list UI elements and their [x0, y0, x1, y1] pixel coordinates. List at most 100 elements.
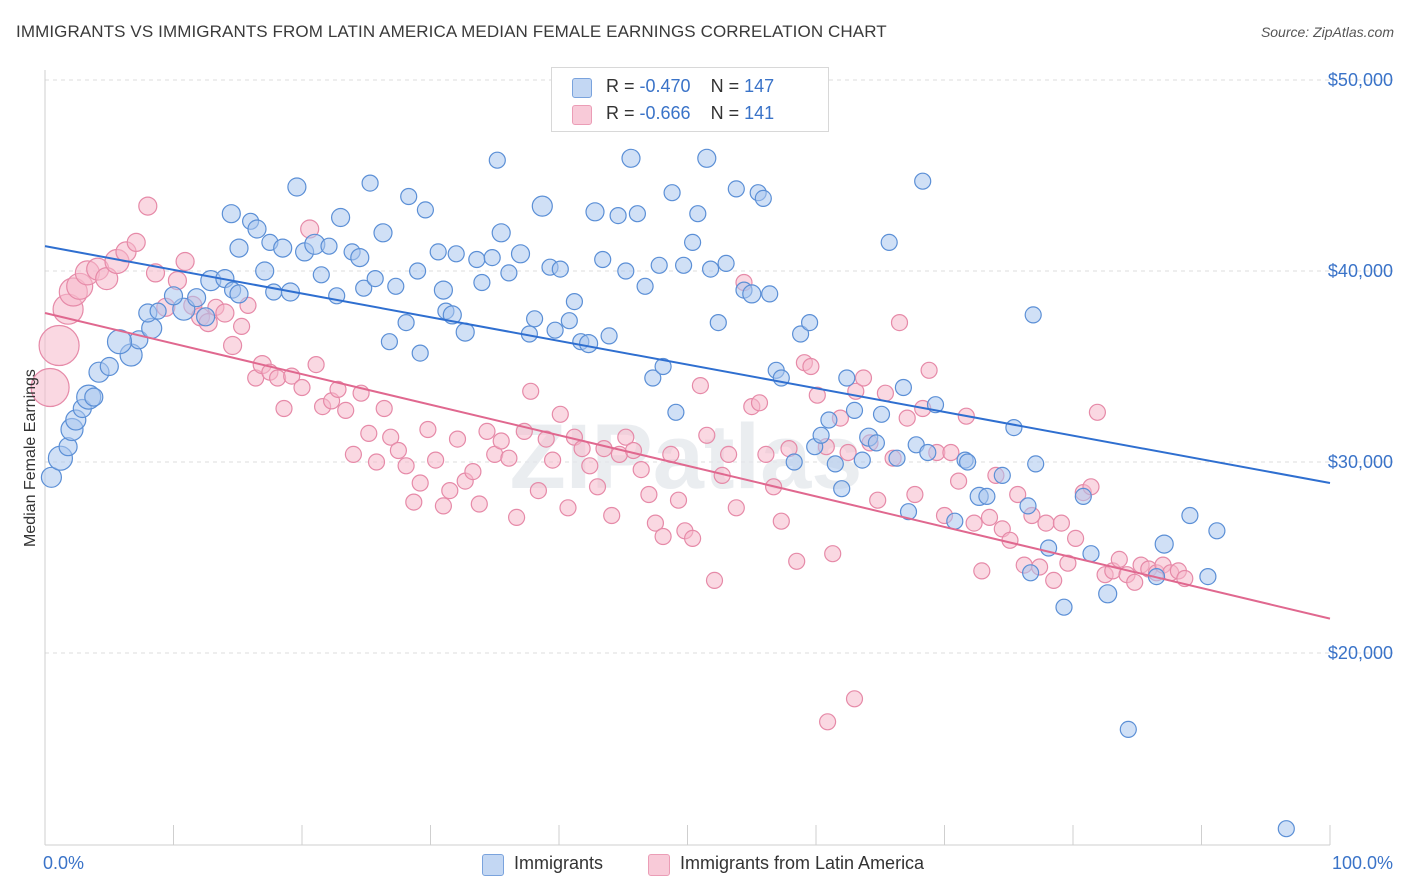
latin-america-point [307, 356, 325, 374]
immigrants-point [400, 187, 418, 206]
immigrants-point [287, 177, 307, 197]
immigrants-point [617, 262, 635, 280]
latin-america-point [808, 386, 826, 404]
immigrants-point [683, 233, 702, 251]
immigrants-point [361, 174, 379, 192]
immigrants-point [845, 401, 864, 419]
immigrants-point [429, 243, 447, 261]
immigrants-point [644, 369, 662, 387]
immigrants-point [106, 329, 133, 355]
immigrants-point [149, 302, 167, 320]
immigrants-point [919, 443, 937, 462]
latin-america-point [478, 422, 496, 440]
latin-america-point [890, 314, 909, 332]
x-tick-label: 0.0% [43, 853, 84, 873]
axis-layer [44, 70, 1331, 846]
latin-america-point [581, 457, 599, 475]
immigrants-trend-line [44, 245, 1331, 484]
latin-america-point [397, 457, 415, 475]
immigrants-point [1082, 545, 1100, 563]
latin-america-point [1045, 571, 1063, 590]
immigrants-point [163, 286, 184, 306]
legend-n-label: N = [710, 76, 740, 96]
immigrants-point [387, 277, 405, 295]
immigrants-point [754, 189, 772, 207]
immigrants-point [578, 334, 599, 354]
latin-america-point [669, 491, 688, 509]
immigrants-point [791, 325, 810, 343]
immigrants-point [565, 293, 584, 311]
x-tick-labels: 0.0% 100.0% [43, 853, 1393, 873]
correlation-legend: R = -0.470 N = 147 R = -0.666 N = 141 [551, 67, 829, 132]
latin-america-point [1066, 529, 1085, 548]
immigrants-point [1021, 564, 1040, 582]
latin-america-point [920, 361, 938, 379]
immigrants-point [800, 314, 819, 332]
immigrants-point [654, 357, 672, 376]
latin-america-point [492, 432, 510, 450]
immigrants-point [187, 288, 207, 308]
latin-america-point [1110, 550, 1128, 569]
legend-n-value: 141 [744, 103, 775, 123]
immigrants-point [468, 250, 486, 269]
latin-america-point [603, 506, 621, 525]
latin-america-point [419, 420, 437, 439]
immigrants-point [1055, 598, 1073, 616]
latin-america-point [30, 367, 70, 408]
y-tick-label: $40,000 [1328, 261, 1393, 281]
latin-america-point [588, 478, 607, 496]
latin-america-point [1126, 573, 1144, 591]
latin-america-point [869, 491, 887, 509]
immigrants-point [628, 205, 647, 223]
immigrants-point [899, 503, 918, 521]
immigrants-point [355, 279, 373, 297]
latin-america-point [411, 474, 429, 492]
latin-america-point [233, 317, 251, 335]
chart-title: IMMIGRANTS VS IMMIGRANTS FROM LATIN AMER… [16, 22, 887, 41]
y-axis-label: Median Female Earnings [22, 369, 39, 547]
latin-america-trend-line [44, 312, 1331, 620]
immigrants-point [1277, 820, 1295, 838]
latin-america-point [145, 263, 166, 283]
source-label: Source: ZipAtlas.com [1260, 24, 1394, 40]
latin-america-point [543, 451, 562, 469]
latin-america-point [389, 441, 407, 460]
legend-r-label: R = [606, 103, 635, 123]
immigrants-point [820, 411, 838, 429]
latin-america-point [427, 451, 445, 469]
latin-america-point [617, 428, 635, 446]
immigrants-point [531, 195, 553, 217]
immigrants-point [761, 285, 779, 303]
immigrants-point [946, 512, 964, 530]
latin-america-point [1037, 514, 1055, 532]
latin-america-point [329, 380, 347, 398]
immigrants-point [888, 449, 906, 467]
latin-america-point [691, 377, 710, 395]
latin-america-point [522, 382, 540, 400]
immigrants-point [510, 244, 531, 264]
latin-america-point [719, 445, 738, 463]
immigrants-point [838, 369, 856, 387]
latin-america-point [876, 384, 895, 402]
immigrants-point [1027, 455, 1045, 473]
latin-america-point [802, 357, 820, 376]
latin-america-point [223, 335, 243, 356]
latin-america-point [624, 441, 643, 460]
latin-america-point [898, 409, 916, 427]
immigrants-point [667, 403, 685, 421]
latin-america-point [1052, 514, 1071, 532]
latin-america-point [854, 369, 873, 387]
immigrants-point [366, 270, 384, 288]
immigrants-point [650, 256, 668, 274]
immigrants-point [380, 333, 398, 351]
immigrants-point [880, 233, 898, 251]
latin-america-point [344, 445, 362, 463]
legend-label-latin-america: Immigrants from Latin America [680, 853, 925, 873]
latin-america-point [367, 453, 386, 471]
latin-america-point [727, 499, 745, 517]
latin-america-point [337, 401, 355, 419]
grid-layer [45, 79, 1395, 654]
latin-america-point [595, 440, 613, 458]
immigrants-point [273, 238, 293, 258]
immigrants-point [853, 451, 871, 469]
